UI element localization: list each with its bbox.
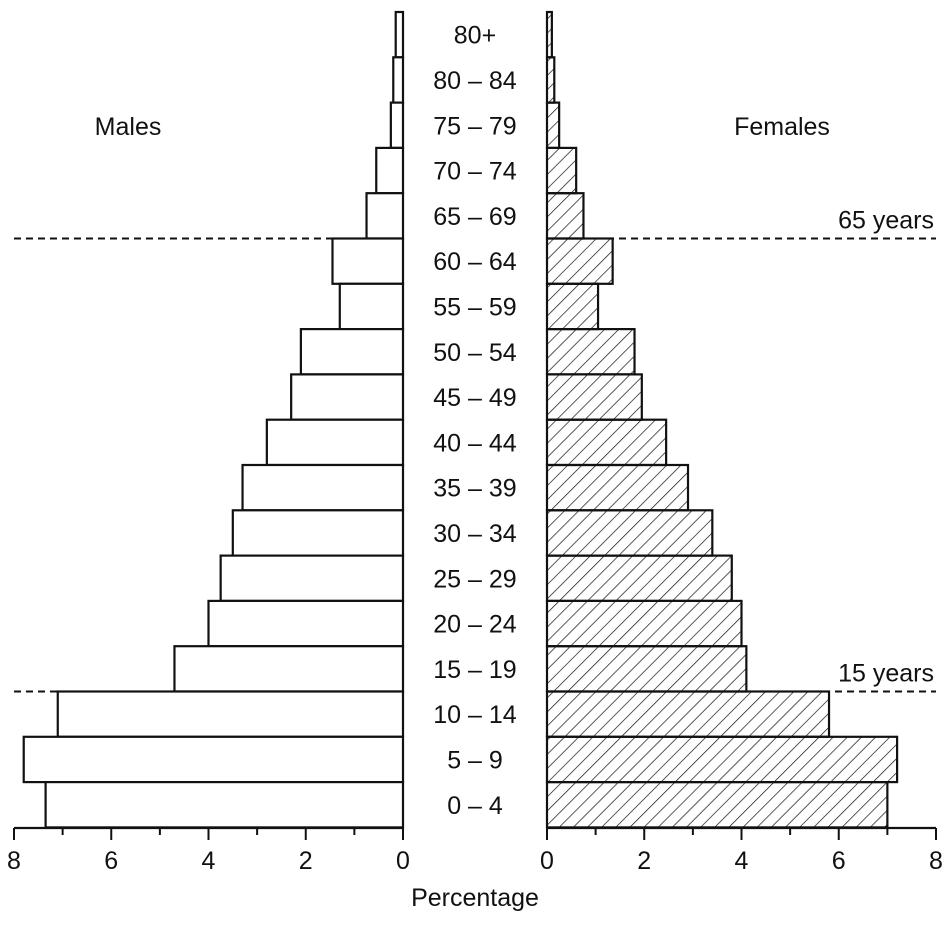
male-bar-15	[173, 645, 405, 693]
male-bar-9	[290, 373, 405, 421]
female-bar-12	[545, 509, 714, 557]
male-bar-1	[394, 10, 405, 59]
female-bar-9	[545, 373, 643, 421]
male-bar-11	[241, 463, 405, 512]
age-label-15: 15 – 19	[433, 656, 516, 684]
females-label: Females	[734, 113, 830, 141]
age-label-7: 55 – 59	[433, 293, 516, 321]
male-bar-14	[207, 599, 405, 648]
female-bar-11	[545, 463, 690, 512]
age-label-9: 45 – 49	[433, 384, 516, 412]
age-label-18: 0 – 4	[447, 792, 503, 820]
female-bar-14	[545, 599, 743, 648]
age-label-2: 80 – 84	[433, 67, 517, 95]
female-bar-7	[545, 282, 600, 331]
male-bars	[22, 10, 405, 829]
males-label: Males	[95, 113, 162, 141]
reference-line-label-2: 15 years	[838, 660, 934, 688]
male-bar-6	[331, 237, 405, 285]
age-label-1: 80+	[454, 22, 496, 50]
x-tick-label-1: 8	[7, 847, 21, 875]
male-bar-3	[389, 101, 405, 149]
female-bar-15	[545, 645, 748, 693]
x-tick-label-9: 6	[832, 847, 846, 875]
x-tick-label-5: 0	[396, 847, 410, 875]
female-bar-18	[545, 780, 889, 829]
female-bars	[545, 10, 899, 829]
x-tick-label-4: 2	[299, 847, 313, 875]
reference-line-label-1: 65 years	[838, 207, 934, 235]
female-bar-10	[545, 418, 668, 467]
male-bar-18	[44, 780, 405, 829]
age-label-6: 60 – 64	[433, 248, 517, 276]
male-bar-13	[219, 554, 405, 602]
x-tick-label-7: 2	[637, 847, 651, 875]
age-label-11: 35 – 39	[433, 475, 516, 503]
male-bar-10	[265, 418, 405, 467]
female-bar-3	[545, 101, 561, 149]
x-axes: 8 6 4 2 0 0 2 4 6 8	[7, 826, 943, 875]
male-bar-12	[231, 509, 405, 557]
age-group-labels: 80+ 80 – 84 75 – 79 70 – 74 65 – 69 60 – 64 55…	[433, 22, 517, 820]
male-bar-7	[338, 282, 405, 331]
age-label-4: 70 – 74	[433, 158, 517, 186]
age-label-3: 75 – 79	[433, 112, 516, 140]
age-label-5: 65 – 69	[433, 203, 516, 231]
x-axis-title: Percentage	[411, 884, 539, 912]
age-label-17: 5 – 9	[447, 746, 503, 774]
x-tick-label-8: 4	[735, 847, 749, 875]
age-label-12: 30 – 34	[433, 520, 517, 548]
female-bar-4	[545, 146, 578, 195]
male-bar-16	[56, 690, 405, 738]
female-bar-13	[545, 554, 733, 602]
age-label-13: 25 – 29	[433, 565, 516, 593]
age-label-8: 50 – 54	[433, 339, 517, 367]
male-bar-17	[22, 735, 405, 784]
male-bar-4	[375, 146, 405, 195]
age-label-14: 20 – 24	[433, 611, 517, 639]
age-label-16: 10 – 14	[433, 701, 517, 729]
male-bar-5	[365, 192, 405, 240]
male-bar-8	[299, 328, 405, 376]
x-tick-label-3: 4	[202, 847, 216, 875]
female-bar-16	[545, 690, 831, 738]
female-bar-17	[545, 735, 899, 784]
female-bar-1	[545, 10, 553, 59]
age-label-10: 40 – 44	[433, 429, 517, 457]
x-tick-label-6: 0	[540, 847, 554, 875]
female-bar-8	[545, 328, 636, 376]
female-bar-6	[545, 237, 614, 285]
female-bar-2	[545, 56, 556, 104]
female-bar-5	[545, 192, 585, 240]
x-tick-label-2: 6	[104, 847, 118, 875]
x-tick-label-10: 8	[929, 847, 943, 875]
male-bar-2	[392, 56, 405, 104]
